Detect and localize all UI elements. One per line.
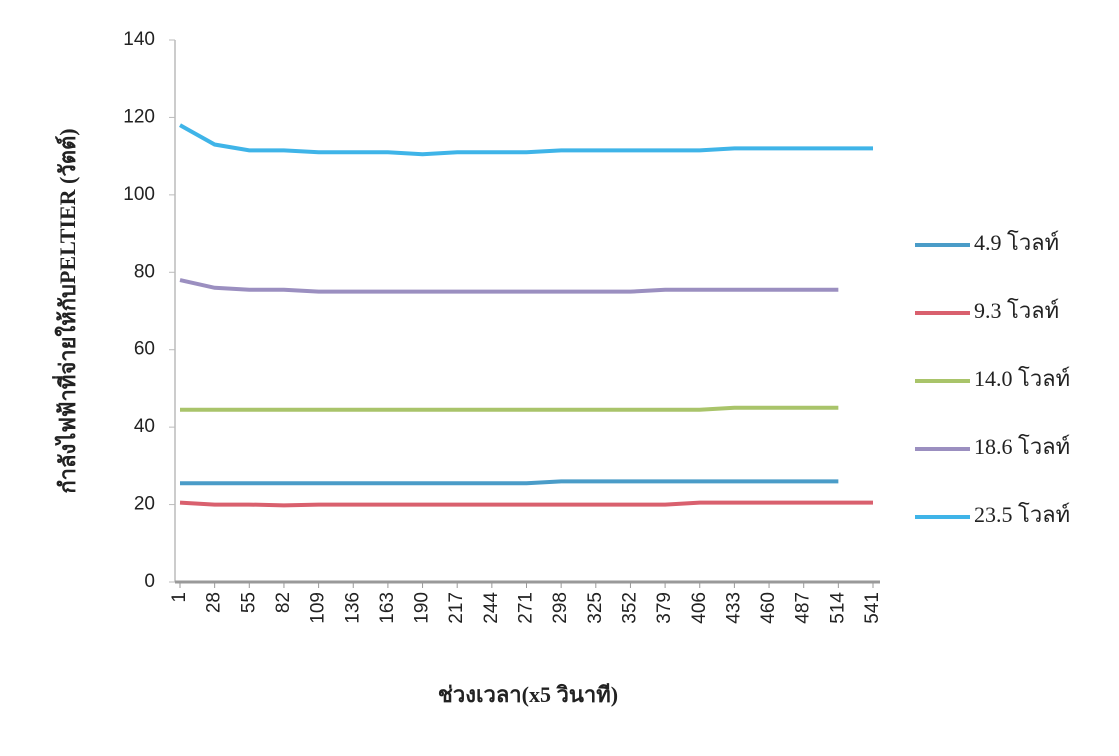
series-line [179, 123, 873, 157]
x-tick-label: 136 [342, 592, 363, 624]
x-tick-label: 244 [481, 592, 502, 624]
series-line [180, 479, 839, 486]
x-axis-title: ช่วงเวลา(x5 วินาที) [438, 682, 618, 707]
x-tick-label: 163 [377, 592, 398, 624]
x-tick-label: 514 [827, 592, 848, 624]
x-tick-label: 82 [273, 592, 294, 613]
y-tick-label: 40 [134, 416, 155, 437]
legend-label: 4.9 โวลท์ [974, 230, 1059, 255]
x-tick-label: 28 [204, 592, 225, 613]
y-tick-label: 80 [134, 261, 155, 282]
x-tick-label: 433 [723, 592, 744, 624]
series-line [180, 405, 839, 412]
y-tick-label: 60 [134, 339, 155, 360]
x-tick-label: 217 [446, 592, 467, 624]
x-tick-label: 541 [862, 592, 883, 624]
y-tick-label: 0 [144, 571, 155, 592]
x-tick-label: 460 [758, 592, 779, 624]
x-tick-label: 298 [550, 592, 571, 624]
x-tick-label: 190 [412, 592, 433, 624]
series-line [179, 278, 839, 294]
x-tick-label: 271 [516, 592, 537, 624]
x-tick-label: 406 [689, 592, 710, 624]
x-tick-label: 109 [308, 592, 329, 624]
legend-label: 14.0 โวลท์ [974, 366, 1070, 391]
y-tick-label: 140 [123, 29, 155, 50]
x-tick-label: 352 [619, 592, 640, 624]
y-tick-label: 100 [123, 184, 155, 205]
series-line [179, 500, 873, 508]
x-tick-label: 325 [585, 592, 606, 624]
y-tick-label: 120 [123, 106, 155, 127]
x-tick-label: 487 [793, 592, 814, 624]
x-tick-label: 1 [169, 592, 190, 603]
legend-label: 9.3 โวลท์ [974, 298, 1059, 323]
x-tick-label: 379 [654, 592, 675, 624]
y-tick-label: 20 [134, 494, 155, 515]
y-axis-title: กำลังไฟฟ้าที่จ่ายให้กับPELTIER (วัตต์) [51, 128, 80, 493]
x-tick-label: 55 [238, 592, 259, 613]
legend-label: 18.6 โวลท์ [974, 434, 1070, 459]
legend-label: 23.5 โวลท์ [974, 502, 1070, 527]
